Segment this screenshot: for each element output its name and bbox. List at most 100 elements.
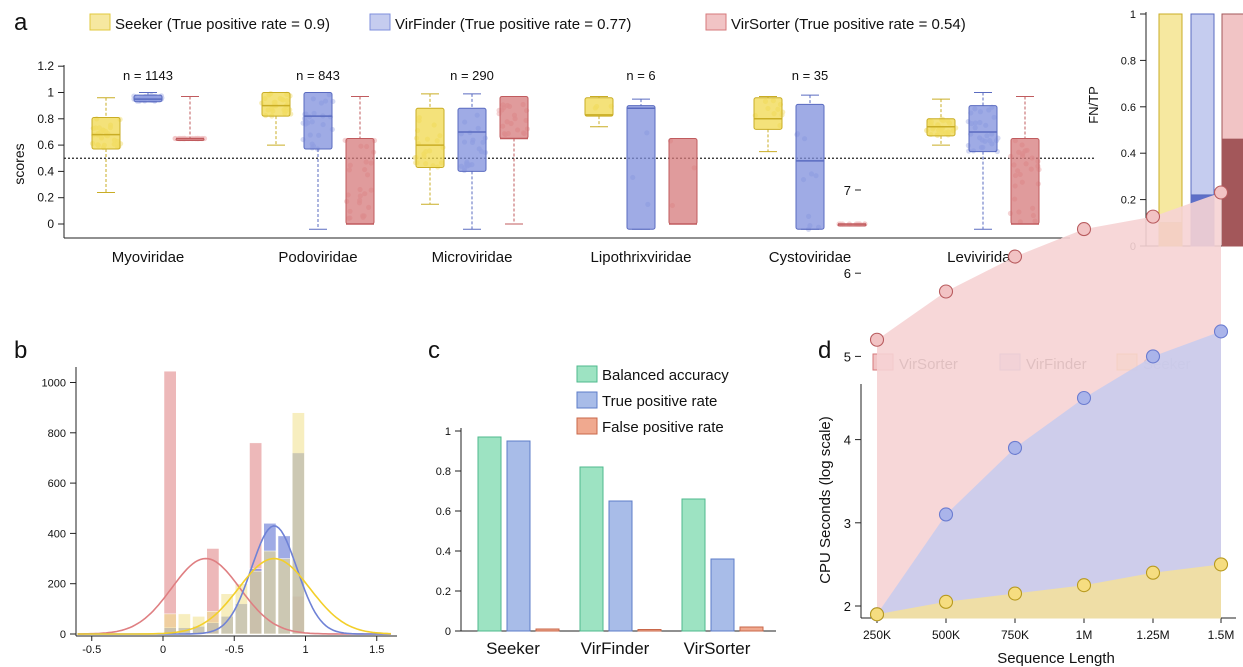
box-seeker — [584, 97, 614, 117]
hist-x-tick-label: -0.5 — [225, 644, 244, 656]
legend-swatch-seeker — [89, 13, 111, 31]
box-y-tick-label: 0.2 — [37, 191, 54, 205]
density-curve-seeker — [77, 557, 392, 635]
category-label: Cystoviridae — [769, 249, 852, 266]
hist-y-tick-label: 200 — [48, 579, 66, 591]
box-virfinder — [626, 105, 656, 230]
metrics-y-tick-label: 0.8 — [436, 466, 451, 478]
box-virsorter — [499, 95, 529, 140]
fn-tp-chart: FN/TP 00.20.40.60.81 — [1086, 9, 1243, 253]
cpu-y-tick-label: 3 — [844, 516, 851, 531]
cpu-point-virsorter — [869, 332, 885, 347]
category-label: Myoviridae — [112, 249, 185, 266]
tp-bar-seeker — [1158, 13, 1183, 224]
cpu-point-virsorter — [1145, 209, 1161, 224]
box-legend: Seeker (True positive rate = 0.9) VirFin… — [89, 13, 966, 33]
fntp-y-tick-label: 0.8 — [1121, 55, 1136, 67]
metrics-legend-swatch — [576, 365, 598, 383]
legend-label-virsorter: VirSorter (True positive rate = 0.54) — [731, 16, 966, 33]
hist-bin-seeker — [163, 613, 177, 635]
cpu-x-tick-label: 1.5M — [1208, 628, 1235, 642]
hist-x-tick-label: 1 — [302, 644, 308, 656]
hist-y-tick-label: 0 — [60, 629, 66, 641]
sample-count: n = 843 — [296, 68, 340, 83]
metrics-y-tick-label: 0.4 — [436, 546, 451, 558]
hist-y-tick-label: 600 — [48, 478, 66, 490]
cpu-point-virfinder — [1007, 440, 1023, 455]
legend-label-seeker: Seeker (True positive rate = 0.9) — [115, 16, 330, 33]
metrics-bar-true-positive-rate — [506, 440, 531, 632]
hist-bin-seeker — [277, 558, 291, 635]
cpu-point-virsorter — [938, 284, 954, 299]
cpu-point-virfinder — [1076, 390, 1092, 406]
metrics-legend-swatch — [576, 417, 598, 435]
hist-bin-seeker — [263, 550, 277, 635]
cpu-point-virfinder — [1145, 349, 1161, 364]
hist-y-tick-label: 800 — [48, 428, 66, 440]
density-curve-virsorter — [77, 557, 391, 635]
box-seeker — [415, 107, 445, 168]
category-label: Lipothrixviridae — [591, 249, 692, 266]
cpu-point-virsorter — [1007, 249, 1023, 264]
fntp-y-tick-label: 0.2 — [1121, 195, 1136, 207]
hist-y-tick-label: 1000 — [42, 378, 66, 390]
metrics-y-tick-label: 0 — [445, 626, 451, 638]
hist-x-tick-label: 1.5 — [369, 644, 384, 656]
hist-y-tick-label: 400 — [48, 528, 66, 540]
metrics-category-label: VirSorter — [684, 639, 751, 658]
panel-label-a: a — [14, 9, 28, 36]
cpu-point-seeker — [1145, 565, 1161, 580]
metrics-category-label: VirFinder — [581, 639, 650, 658]
hist-x-tick-label: 0 — [160, 644, 166, 656]
hist-bin-seeker — [206, 611, 220, 635]
box-virsorter — [1010, 138, 1040, 225]
cpu-point-seeker — [1076, 578, 1092, 593]
cpu-x-tick-label: 1M — [1076, 628, 1093, 642]
metrics-bar-false-positive-rate — [637, 629, 662, 632]
fntp-y-tick-label: 0.6 — [1121, 102, 1136, 114]
cpu-point-seeker — [938, 594, 954, 609]
box-y-tick-label: 1.2 — [37, 59, 54, 73]
cpu-x-tick-label: 250K — [863, 628, 891, 642]
metrics-bar-balanced-accuracy — [477, 436, 502, 632]
category-label: Microviridae — [432, 249, 513, 266]
box-plot: scores 0 0.2 0.4 0.6 0.8 1 1.2 Myoviridae Podov… — [11, 59, 1095, 266]
box-virfinder — [795, 103, 825, 230]
hist-bin-seeker — [249, 570, 262, 635]
sample-count: n = 290 — [450, 68, 494, 83]
category-label: Podoviridae — [278, 249, 357, 266]
cpu-time-chart: VirSorterVirFinderSeeker CPU Seconds (lo… — [817, 183, 1236, 667]
panel-label-b: b — [14, 337, 27, 364]
category-label: Leviviridae — [947, 249, 1019, 266]
cpu-point-seeker — [1007, 586, 1023, 601]
cpu-x-tick-label: 750K — [1001, 628, 1029, 642]
metrics-legend-label: True positive rate — [602, 393, 717, 410]
metrics-category-label: Seeker — [486, 639, 540, 658]
fntp-y-tick-label: 0.4 — [1121, 148, 1136, 160]
panel-label-d: d — [818, 337, 831, 364]
cpu-area-seeker — [877, 564, 1221, 619]
hist-x-tick-label: -0.5 — [82, 644, 101, 656]
cpu-x-label: Sequence Length — [997, 650, 1115, 667]
box-seeker — [261, 92, 291, 117]
metrics-y-tick-label: 0.6 — [436, 506, 451, 518]
metrics-bar-balanced-accuracy — [681, 498, 706, 632]
box-virfinder — [968, 105, 998, 153]
box-seeker — [753, 97, 783, 130]
legend-swatch-virfinder — [369, 13, 391, 31]
hist-bin-seeker — [292, 412, 305, 635]
cpu-point-seeker — [869, 607, 885, 622]
tp-bar-virsorter — [1221, 13, 1243, 140]
box-virfinder — [303, 92, 333, 150]
metrics-y-tick-label: 1 — [445, 426, 451, 438]
histogram: 0 200 400 600 800 1000 -0.5 0 -0.5 1 1.5 — [42, 367, 397, 656]
cpu-point-virsorter — [1213, 185, 1229, 200]
box-seeker — [91, 116, 121, 150]
metrics-bar-balanced-accuracy — [579, 466, 604, 632]
tp-bar-virfinder — [1190, 13, 1215, 196]
metrics-legend-label: False positive rate — [602, 419, 724, 436]
cpu-y-tick-label: 2 — [844, 599, 851, 614]
metrics-bar-false-positive-rate — [535, 628, 560, 632]
metrics-bar-true-positive-rate — [710, 558, 735, 632]
